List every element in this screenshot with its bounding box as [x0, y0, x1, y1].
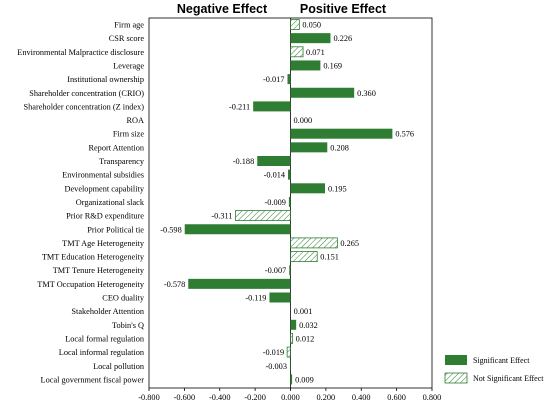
- bar: [288, 169, 291, 180]
- x-tick-label: 0.000: [281, 393, 300, 402]
- category-label: Firm size: [113, 130, 144, 139]
- category-label: Local formal regulation: [65, 334, 145, 343]
- category-label: ROA: [126, 116, 144, 125]
- category-label: TMT Tenure Heterogeneity: [53, 266, 145, 275]
- value-label: -0.017: [263, 75, 284, 84]
- category-label: Local pollution: [93, 362, 145, 371]
- negative-effect-header: Negative Effect: [177, 2, 268, 16]
- value-label: 0.071: [306, 48, 325, 57]
- bar: [253, 101, 291, 112]
- bar: [287, 74, 291, 85]
- legend-label-significant: Significant Effect: [473, 356, 530, 365]
- value-label: 0.208: [330, 143, 349, 152]
- category-label: Leverage: [113, 61, 144, 70]
- x-tick-label: 0.800: [423, 393, 442, 402]
- category-label: Environmental subsidies: [62, 171, 144, 180]
- value-label: -0.119: [245, 294, 266, 303]
- value-label: -0.211: [229, 102, 250, 111]
- category-label: Organizational slack: [76, 198, 145, 207]
- bar: [288, 196, 291, 207]
- value-label: 0.151: [320, 253, 339, 262]
- category-label: Shareholder concentration (CRIO): [29, 89, 144, 98]
- category-label: TMT Education Heterogeneity: [42, 253, 145, 262]
- category-label: CEO duality: [102, 294, 145, 303]
- bar: [290, 142, 328, 153]
- value-label: -0.598: [160, 225, 181, 234]
- value-label: 0.576: [395, 130, 414, 139]
- value-label: -0.311: [211, 212, 232, 221]
- category-label: Firm age: [114, 21, 144, 30]
- category-label: Stakeholder Attention: [71, 307, 144, 316]
- bar: [290, 319, 297, 330]
- value-label: -0.009: [264, 198, 285, 207]
- value-label: -0.014: [264, 171, 286, 180]
- bar: [289, 360, 291, 371]
- bar: [290, 60, 321, 71]
- legend: Significant Effect Not Significant Effec…: [444, 355, 544, 384]
- category-label: Institutional ownership: [67, 75, 144, 84]
- category-label: Tobin's Q: [112, 321, 144, 330]
- bar: [290, 183, 325, 194]
- value-label: 0.265: [340, 239, 359, 248]
- value-label: 0.360: [357, 89, 376, 98]
- category-label: Prior Political tie: [87, 225, 144, 234]
- bar: [184, 224, 291, 235]
- value-label: 0.009: [295, 375, 314, 384]
- bar: [290, 33, 331, 44]
- category-label: CSR score: [109, 34, 145, 43]
- category-label: Shareholder concentration (Z index): [24, 102, 145, 111]
- category-label: Report Attention: [88, 143, 144, 152]
- x-tick-label: 0.600: [387, 393, 406, 402]
- value-label: 0.000: [294, 116, 313, 125]
- category-label: Development capability: [65, 184, 145, 193]
- bars-layer: Firm age 0.050 CSR score 0.226 Environmental…: [17, 18, 414, 388]
- value-label: 0.226: [333, 34, 352, 43]
- x-tick-label: -0.800: [138, 393, 159, 402]
- category-label: Prior R&D expenditure: [66, 212, 144, 221]
- category-label: Local informal regulation: [59, 348, 145, 357]
- x-tick-label: -0.600: [174, 393, 195, 402]
- value-label: 0.169: [323, 61, 342, 70]
- value-label: 0.001: [294, 307, 313, 316]
- bar: [290, 19, 300, 30]
- value-label: 0.032: [299, 321, 318, 330]
- bar: [269, 292, 291, 303]
- legend-swatch-not-significant: [444, 372, 468, 384]
- positive-effect-header: Positive Effect: [300, 2, 387, 16]
- x-tick-label: 0.200: [317, 393, 336, 402]
- x-tick-label: 0.400: [352, 393, 371, 402]
- value-label: 0.195: [328, 184, 347, 193]
- bar: [290, 251, 318, 262]
- category-label: Transparency: [99, 157, 145, 166]
- bar: [257, 156, 291, 166]
- legend-swatch-significant: [445, 355, 467, 365]
- bar: [188, 278, 291, 289]
- x-tick-label: -0.200: [244, 393, 265, 402]
- bar: [290, 374, 293, 385]
- value-label: 0.050: [302, 21, 321, 30]
- category-label: Environmental Malpractice disclosure: [17, 48, 144, 57]
- bar: [290, 237, 338, 249]
- bar: [286, 346, 291, 358]
- x-tick-label: -0.400: [209, 393, 230, 402]
- value-label: -0.188: [233, 157, 254, 166]
- bar: [235, 210, 291, 222]
- legend-label-not-significant: Not Significant Effect: [473, 374, 544, 383]
- category-label: TMT Occupation Heterogeneity: [37, 280, 145, 289]
- bar: [290, 333, 294, 344]
- value-label: -0.007: [265, 266, 286, 275]
- bar: [289, 265, 291, 276]
- x-axis: -0.800 -0.600 -0.400 -0.200 0.000 0.200 0.400 0…: [138, 388, 441, 402]
- bar: [290, 46, 304, 58]
- value-label: 0.012: [296, 334, 315, 343]
- value-label: -0.003: [266, 362, 287, 371]
- value-label: -0.578: [164, 280, 185, 289]
- category-label: TMT Age Heterogeneity: [62, 239, 145, 248]
- value-label: -0.019: [263, 348, 284, 357]
- bar: [290, 87, 355, 98]
- bar: [290, 128, 393, 139]
- category-label: Local government fiscal power: [41, 375, 145, 384]
